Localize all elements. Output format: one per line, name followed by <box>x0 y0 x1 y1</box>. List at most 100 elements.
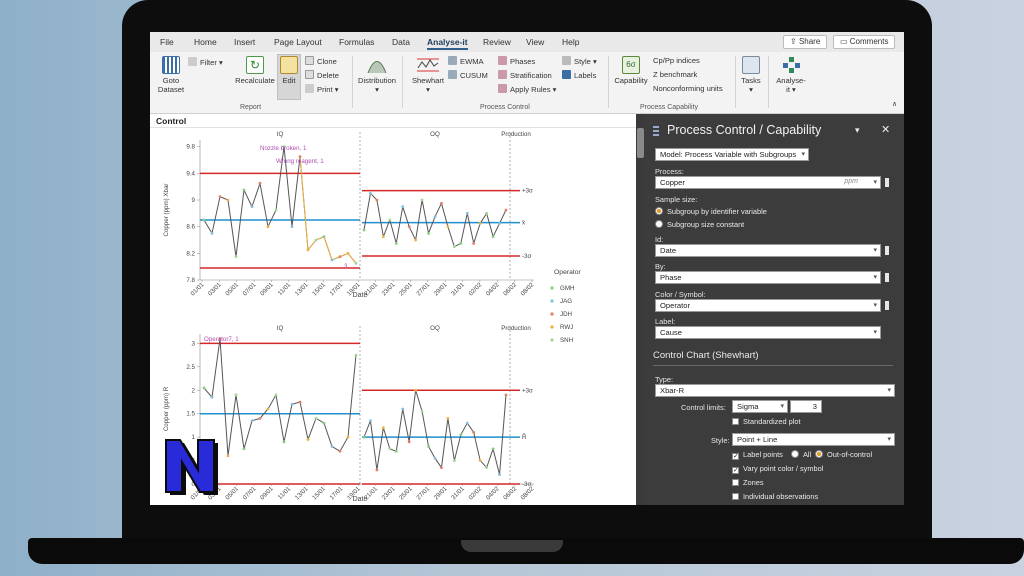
clone-button[interactable]: Clone <box>305 56 337 66</box>
pane-close-icon[interactable]: ✕ <box>881 124 891 136</box>
checkbox-icon <box>732 479 739 486</box>
tab-insert[interactable]: Insert <box>234 37 256 47</box>
phases-button[interactable]: Phases <box>498 56 535 66</box>
n-logo-icon <box>165 439 218 495</box>
type-select[interactable]: Xbar-R ▾ <box>655 384 895 397</box>
color-symbol-field[interactable]: Operator ▾ <box>655 299 881 312</box>
analyse-it-button[interactable]: Analyse- it ▾ <box>774 56 808 94</box>
tab-page-layout[interactable]: Page Layout <box>274 37 322 47</box>
cusum-label: CUSUM <box>460 71 488 80</box>
by-field[interactable]: Phase ▾ <box>655 271 881 284</box>
collapse-ribbon-icon[interactable]: ∧ <box>892 101 898 108</box>
delete-button[interactable]: Delete <box>305 70 339 80</box>
all-radio[interactable]: All <box>791 450 811 459</box>
goto-dataset-button[interactable]: Goto Dataset <box>155 56 187 94</box>
out-of-control-radio[interactable]: Out-of-control <box>815 450 872 459</box>
style-button[interactable]: Style ▾ <box>562 56 597 66</box>
filter-button[interactable]: Filter ▾ <box>188 57 223 67</box>
edit-button[interactable]: Edit <box>278 56 300 85</box>
individual-checkbox[interactable]: Individual observations <box>732 492 818 501</box>
labels-button[interactable]: Labels <box>562 70 596 80</box>
standardized-checkbox[interactable]: Standardized plot <box>732 417 801 426</box>
data-point <box>338 255 342 259</box>
data-point <box>459 433 463 437</box>
tab-help[interactable]: Help <box>562 37 580 47</box>
recalculate-button[interactable]: ↻ Recalculate <box>234 56 276 85</box>
pane-menu-icon[interactable]: ▾ <box>855 125 860 135</box>
shewhart-button[interactable]: Shewhart ▾ <box>408 56 448 94</box>
sample-opt2-radio[interactable]: Subgroup size constant <box>655 220 744 229</box>
radio-icon <box>815 450 823 458</box>
x-tick-label: 09/01 <box>259 485 275 501</box>
tasks-button[interactable]: Tasks ▾ <box>738 56 764 94</box>
legend-entry: RWJ <box>560 324 573 331</box>
data-point <box>210 231 214 235</box>
recalculate-icon: ↻ <box>246 56 264 74</box>
tasks-icon <box>742 56 760 74</box>
tab-review[interactable]: Review <box>483 37 511 47</box>
share-label: Share <box>798 37 821 46</box>
sigma-input[interactable]: 3 <box>790 400 822 413</box>
tab-analyse-it[interactable]: Analyse-it <box>427 37 468 50</box>
pane-grip-icon[interactable] <box>653 126 659 136</box>
data-point <box>388 447 392 451</box>
data-point <box>407 225 411 229</box>
comments-button[interactable]: ▭ Comments <box>833 35 896 49</box>
y-axis-label: Copper (ppm) Xbar <box>163 184 170 237</box>
data-point <box>266 407 270 411</box>
cusum-button[interactable]: CUSUM <box>448 70 488 80</box>
nonconforming-button[interactable]: Nonconforming units <box>653 84 723 93</box>
tab-formulas[interactable]: Formulas <box>339 37 375 47</box>
capability-button[interactable]: 6σ Capability <box>611 56 651 85</box>
by-label: By: <box>655 262 666 271</box>
share-button[interactable]: ⇪ Share <box>783 35 828 49</box>
section-divider <box>653 365 893 366</box>
limit-label: +3σ <box>522 188 533 195</box>
data-point <box>202 218 206 222</box>
control-limits-select[interactable]: Sigma ▾ <box>732 400 788 413</box>
data-point <box>485 466 489 469</box>
by-delete-icon[interactable] <box>885 273 889 282</box>
annotation-label: Nozzle broken, 1 <box>260 145 307 152</box>
style-select[interactable]: Point + Line ▾ <box>732 433 895 446</box>
radio-icon <box>655 207 663 215</box>
limit-label: -3σ <box>522 481 532 488</box>
data-point <box>440 201 443 205</box>
data-point <box>258 416 262 420</box>
color-delete-icon[interactable] <box>885 301 889 310</box>
x-tick-label: 03/01 <box>207 281 223 297</box>
id-delete-icon[interactable] <box>885 246 889 255</box>
model-select[interactable]: Model: Process Variable with Subgroups ▾ <box>655 148 809 161</box>
sample-opt1-radio[interactable]: Subgroup by identifier variable <box>655 207 767 216</box>
zones-checkbox[interactable]: Zones <box>732 478 764 487</box>
vertical-scrollbar[interactable] <box>636 114 645 505</box>
stratification-button[interactable]: Stratification <box>498 70 552 80</box>
process-delete-icon[interactable] <box>885 178 889 187</box>
tab-data[interactable]: Data <box>392 37 410 47</box>
sample-opt2-label: Subgroup size constant <box>667 220 745 229</box>
distribution-button[interactable]: Distribution ▾ <box>355 56 399 94</box>
tab-home[interactable]: Home <box>194 37 217 47</box>
clone-icon <box>305 56 314 65</box>
ewma-button[interactable]: EWMA <box>448 56 484 66</box>
capability-label: Capability <box>614 76 648 85</box>
z-benchmark-button[interactable]: Z benchmark <box>653 70 698 79</box>
tab-file[interactable]: File <box>160 37 174 47</box>
scrollbar-thumb[interactable] <box>637 128 644 158</box>
label-select[interactable]: Cause ▾ <box>655 326 881 339</box>
tab-view[interactable]: View <box>526 37 545 47</box>
out-of-control-label: Out-of-control <box>827 450 873 459</box>
type-value: Xbar-R <box>660 386 685 395</box>
cp-pp-button[interactable]: Cp/Pp indices <box>653 56 700 65</box>
vary-color-checkbox[interactable]: ✓ Vary point color / symbol <box>732 464 823 474</box>
print-button[interactable]: Print ▾ <box>305 84 339 94</box>
label-points-checkbox[interactable]: ✓ Label points <box>732 450 783 460</box>
style-value: Point + Line <box>737 435 778 444</box>
process-field[interactable]: Copper ppm ▾ <box>655 176 881 189</box>
limit-label: R̄ <box>522 434 527 441</box>
data-point <box>472 241 476 245</box>
id-field[interactable]: Date ▾ <box>655 244 881 257</box>
apply-rules-button[interactable]: Apply Rules ▾ <box>498 84 556 94</box>
data-point <box>401 205 405 209</box>
style-icon <box>562 56 571 65</box>
